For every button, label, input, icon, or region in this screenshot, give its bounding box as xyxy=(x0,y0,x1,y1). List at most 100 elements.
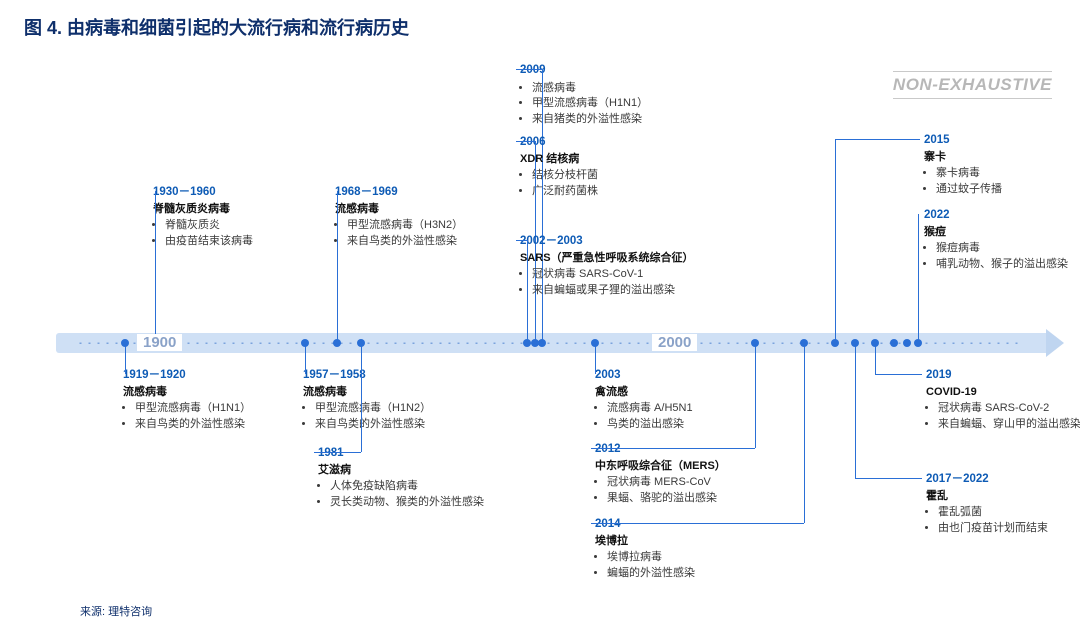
event-year: 2022 xyxy=(924,208,1080,224)
event-name: XDR 结核病 xyxy=(520,152,720,167)
connector-line xyxy=(155,191,156,343)
event-year: 1981 xyxy=(318,446,533,462)
connector-line xyxy=(542,69,543,343)
timeline-arrow xyxy=(1046,329,1064,357)
century-label: 2000 xyxy=(652,334,697,351)
event-year: 2014 xyxy=(595,517,780,533)
event: 1957－1958流感病毒甲型流感病毒（H1N2）来自鸟类的外溢性感染 xyxy=(303,368,503,433)
event-point: 来自鸟类的外溢性感染 xyxy=(135,417,313,432)
event-point: 哺乳动物、猴子的溢出感染 xyxy=(936,257,1080,272)
event-points: 甲型流感病毒（H1N2）来自鸟类的外溢性感染 xyxy=(303,401,503,432)
event: 1968－1969流感病毒甲型流感病毒（H3N2）来自鸟类的外溢性感染 xyxy=(335,185,535,250)
event: 2017－2022霍乱霍乱弧菌由也门疫苗计划而结束 xyxy=(926,472,1080,537)
connector-line xyxy=(591,523,804,524)
event-year: 2019 xyxy=(926,368,1080,384)
event-name: 脊髓灰质炎病毒 xyxy=(153,202,328,217)
event-point: 蝙蝠的外溢性感染 xyxy=(607,566,780,581)
event: 2015寨卡寨卡病毒通过蚊子传播 xyxy=(924,133,1080,198)
connector-line xyxy=(305,343,306,374)
event-year: 1968－1969 xyxy=(335,185,535,201)
event-year: 2017－2022 xyxy=(926,472,1080,488)
event-point: 冠状病毒 MERS-CoV xyxy=(607,475,810,490)
event-point: 寨卡病毒 xyxy=(936,166,1080,181)
event-name: 埃博拉 xyxy=(595,534,780,549)
event-name: 寨卡 xyxy=(924,150,1080,165)
event-point: 由也门疫苗计划而结束 xyxy=(938,521,1080,536)
timeline-marker xyxy=(903,339,911,347)
event-points: 冠状病毒 SARS-CoV-2来自蝙蝠、穿山甲的溢出感染 xyxy=(926,401,1080,432)
connector-line xyxy=(875,374,922,375)
event: 1930－1960脊髓灰质炎病毒脊髓灰质炎由疫苗结束该病毒 xyxy=(153,185,328,250)
connector-line xyxy=(125,343,126,374)
connector-line xyxy=(918,214,919,343)
event-points: 流感病毒甲型流感病毒（H1N1）来自猪类的外溢性感染 xyxy=(520,81,730,128)
event-point: 脊髓灰质炎 xyxy=(165,218,328,233)
event: 2006XDR 结核病结核分枝杆菌广泛耐药菌株 xyxy=(520,135,720,200)
event-points: 埃博拉病毒蝙蝠的外溢性感染 xyxy=(595,550,780,581)
event: 2012中东呼吸综合征（MERS）冠状病毒 MERS-CoV果蝠、骆驼的溢出感染 xyxy=(595,442,810,507)
event-point: 霍乱弧菌 xyxy=(938,505,1080,520)
event: 1919－1920流感病毒甲型流感病毒（H1N1）来自鸟类的外溢性感染 xyxy=(123,368,313,433)
event-point: 来自鸟类的外溢性感染 xyxy=(347,234,535,249)
connector-line xyxy=(527,240,528,343)
event-year: 1957－1958 xyxy=(303,368,503,384)
event-point: 甲型流感病毒（H1N2） xyxy=(315,401,503,416)
event-year: 2006 xyxy=(520,135,720,151)
event-point: 冠状病毒 SARS-CoV-1 xyxy=(532,267,730,282)
event-name: 流感病毒 xyxy=(123,385,313,400)
event: 1981艾滋病人体免疫缺陷病毒灵长类动物、猴类的外溢性感染 xyxy=(318,446,533,511)
connector-line xyxy=(875,343,876,374)
event-year: 2009 xyxy=(520,63,730,79)
timeline-marker xyxy=(890,339,898,347)
event-points: 冠状病毒 SARS-CoV-1来自蝙蝠或果子狸的溢出感染 xyxy=(520,267,730,298)
connector-line xyxy=(835,139,920,140)
connector-line xyxy=(314,452,361,453)
event: 2002－2003SARS（严重急性呼吸系统综合征）冠状病毒 SARS-CoV-… xyxy=(520,234,730,299)
watermark-label: NON-EXHAUSTIVE xyxy=(893,68,1052,104)
event-point: 结核分枝杆菌 xyxy=(532,168,720,183)
event-point: 甲型流感病毒（H1N1） xyxy=(532,96,730,111)
connector-line xyxy=(516,240,527,241)
event-year: 1930－1960 xyxy=(153,185,328,201)
event-point: 甲型流感病毒（H3N2） xyxy=(347,218,535,233)
event-points: 甲型流感病毒（H1N1）来自鸟类的外溢性感染 xyxy=(123,401,313,432)
event-points: 冠状病毒 MERS-CoV果蝠、骆驼的溢出感染 xyxy=(595,475,810,506)
event-year: 2015 xyxy=(924,133,1080,149)
event-point: 来自鸟类的外溢性感染 xyxy=(315,417,503,432)
event-name: 艾滋病 xyxy=(318,463,533,478)
event-points: 流感病毒 A/H5N1鸟类的溢出感染 xyxy=(595,401,780,432)
event-points: 结核分枝杆菌广泛耐药菌株 xyxy=(520,168,720,199)
connector-line xyxy=(855,343,856,478)
connector-line xyxy=(591,448,755,449)
connector-line xyxy=(755,343,756,448)
event-point: 人体免疫缺陷病毒 xyxy=(330,479,533,494)
event-points: 脊髓灰质炎由疫苗结束该病毒 xyxy=(153,218,328,249)
event: 2022猴痘猴痘病毒哺乳动物、猴子的溢出感染 xyxy=(924,208,1080,273)
event-point: 通过蚊子传播 xyxy=(936,182,1080,197)
event-point: 来自蝙蝠、穿山甲的溢出感染 xyxy=(938,417,1080,432)
event-point: 甲型流感病毒（H1N1） xyxy=(135,401,313,416)
event-name: 流感病毒 xyxy=(335,202,535,217)
event-point: 冠状病毒 SARS-CoV-2 xyxy=(938,401,1080,416)
event: 2019COVID-19冠状病毒 SARS-CoV-2来自蝙蝠、穿山甲的溢出感染 xyxy=(926,368,1080,433)
event-points: 甲型流感病毒（H3N2）来自鸟类的外溢性感染 xyxy=(335,218,535,249)
event-name: SARS（严重急性呼吸系统综合征） xyxy=(520,251,730,266)
century-label: 1900 xyxy=(137,334,182,351)
event: 2014埃博拉埃博拉病毒蝙蝠的外溢性感染 xyxy=(595,517,780,582)
event-point: 果蝠、骆驼的溢出感染 xyxy=(607,491,810,506)
connector-line xyxy=(516,141,535,142)
event-points: 霍乱弧菌由也门疫苗计划而结束 xyxy=(926,505,1080,536)
event-point: 来自蝙蝠或果子狸的溢出感染 xyxy=(532,283,730,298)
event-points: 猴痘病毒哺乳动物、猴子的溢出感染 xyxy=(924,241,1080,272)
event-point: 流感病毒 xyxy=(532,81,730,96)
figure-title: 图 4. 由病毒和细菌引起的大流行病和流行病历史 xyxy=(24,14,409,40)
event-year: 2012 xyxy=(595,442,810,458)
event-points: 寨卡病毒通过蚊子传播 xyxy=(924,166,1080,197)
connector-line xyxy=(595,343,596,374)
event-year: 2002－2003 xyxy=(520,234,730,250)
event-points: 人体免疫缺陷病毒灵长类动物、猴类的外溢性感染 xyxy=(318,479,533,510)
source-label: 来源: 理特咨询 xyxy=(80,603,152,619)
connector-line xyxy=(516,69,542,70)
event-point: 来自猪类的外溢性感染 xyxy=(532,112,730,127)
event-point: 猴痘病毒 xyxy=(936,241,1080,256)
